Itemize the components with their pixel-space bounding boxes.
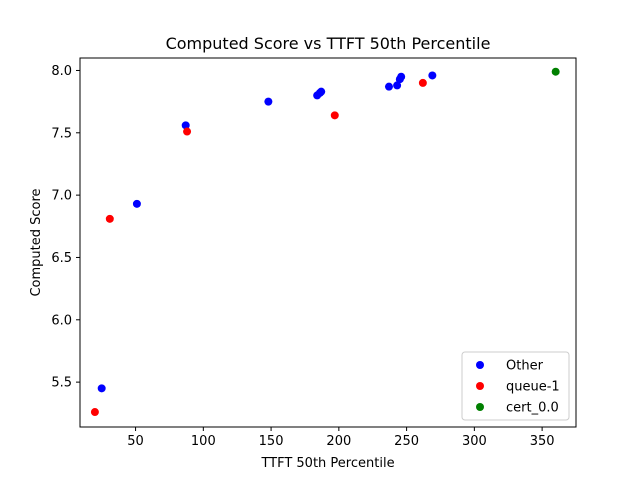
x-tick-label: 250 bbox=[394, 434, 419, 449]
data-point bbox=[317, 87, 326, 96]
chart-title: Computed Score vs TTFT 50th Percentile bbox=[166, 34, 491, 53]
legend-label: cert_0.0 bbox=[506, 401, 559, 416]
plot-area: 50 100 150 200 250 300 350 5.5 6.0 6.5 7.0 7.5 8.0 bbox=[51, 57, 577, 449]
data-point bbox=[428, 71, 437, 80]
y-tick-label: 7.5 bbox=[51, 126, 72, 141]
data-point bbox=[105, 214, 114, 223]
y-axis-label: Computed Score bbox=[29, 188, 44, 296]
x-tick-label: 100 bbox=[191, 434, 216, 449]
data-point bbox=[97, 384, 106, 393]
legend-marker bbox=[476, 382, 484, 390]
data-point bbox=[183, 127, 192, 136]
y-tick-label: 7.0 bbox=[51, 189, 72, 204]
data-point bbox=[397, 72, 406, 81]
x-tick-label: 200 bbox=[326, 434, 351, 449]
y-tick-label: 6.0 bbox=[51, 313, 72, 328]
axes-frame bbox=[79, 57, 577, 428]
data-point bbox=[330, 111, 339, 120]
legend-label: queue-1 bbox=[506, 380, 560, 395]
legend-marker bbox=[476, 361, 484, 369]
data-point bbox=[181, 121, 190, 130]
y-tick-label: 6.5 bbox=[51, 251, 72, 266]
data-point bbox=[90, 408, 99, 417]
data-point bbox=[551, 67, 560, 76]
y-axis-ticks: 5.5 6.0 6.5 7.0 7.5 8.0 bbox=[51, 64, 80, 391]
legend-label: Other bbox=[506, 359, 544, 374]
x-tick-label: 300 bbox=[462, 434, 487, 449]
legend-marker bbox=[476, 403, 484, 411]
legend-box bbox=[461, 351, 570, 421]
data-point bbox=[132, 199, 141, 208]
x-axis-label: TTFT 50th Percentile bbox=[260, 456, 394, 471]
legend: Other queue-1 cert_0.0 bbox=[461, 351, 570, 421]
x-tick-label: 350 bbox=[530, 434, 555, 449]
data-point bbox=[393, 81, 402, 90]
data-point bbox=[384, 82, 393, 91]
x-tick-label: 50 bbox=[127, 434, 144, 449]
y-tick-label: 8.0 bbox=[51, 64, 72, 79]
x-tick-label: 150 bbox=[259, 434, 284, 449]
points-layer bbox=[90, 67, 560, 417]
x-axis-ticks: 50 100 150 200 250 300 350 bbox=[127, 427, 555, 449]
data-point bbox=[264, 97, 273, 106]
data-point bbox=[418, 78, 427, 87]
y-tick-label: 5.5 bbox=[51, 376, 72, 391]
